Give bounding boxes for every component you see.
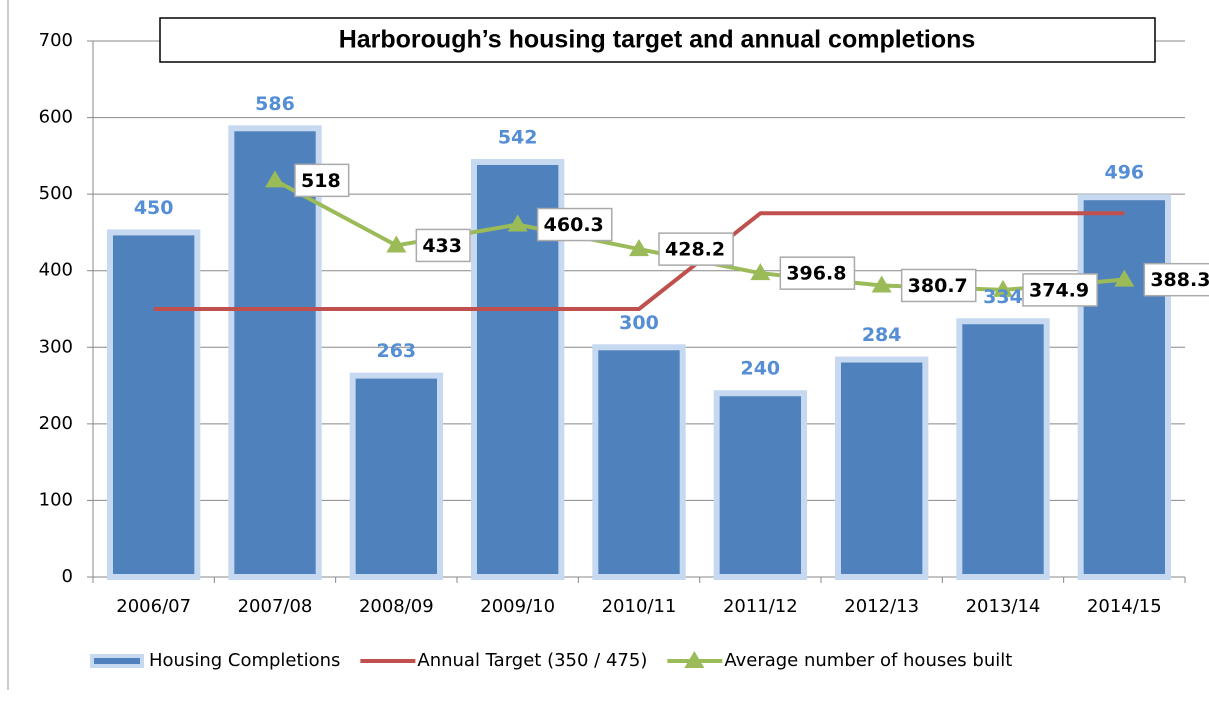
line: [153, 211, 1125, 311]
x-tick-label: 2008/09: [359, 596, 434, 617]
data-label-box: [658, 232, 734, 266]
x-tick-label: 2014/15: [1087, 596, 1162, 617]
data-label-box: [415, 228, 471, 263]
data-label-box: [900, 268, 977, 303]
marker: [1114, 269, 1135, 287]
data-label: 542: [498, 126, 538, 148]
data-label-box: [1022, 273, 1098, 307]
data-label: 380.7: [908, 275, 968, 297]
bar: [106, 229, 201, 581]
data-label: 496: [1104, 162, 1144, 184]
bar: [956, 318, 1050, 580]
plot-area: 0 100 200 300 400 500 600 700 2006/07 2007/08 2008…: [39, 30, 1209, 671]
bar: [1077, 194, 1172, 580]
y-tick-label: 100: [39, 489, 73, 510]
marker: [750, 263, 771, 281]
data-label: 334: [983, 286, 1023, 308]
y-tick-label: 200: [39, 413, 73, 434]
legend-label: Housing Completions: [149, 650, 340, 671]
bar: [592, 344, 686, 580]
y-tick-label: 500: [39, 183, 73, 204]
x-tick-label: 2013/14: [966, 596, 1041, 617]
legend-swatch: [90, 654, 144, 668]
data-label: 263: [376, 340, 416, 362]
data-label-box: [1143, 262, 1209, 297]
marker: [629, 239, 649, 257]
legend-marker: [684, 651, 705, 668]
x-tick-label: 2012/13: [844, 596, 919, 617]
x-tick-label: 2011/12: [723, 596, 798, 617]
bar: [349, 372, 444, 581]
data-label: 518: [301, 170, 341, 192]
y-tick-label: 700: [39, 30, 73, 51]
data-label: 428.2: [665, 239, 725, 261]
title-box: [159, 17, 1156, 63]
data-label: 374.9: [1029, 279, 1089, 301]
legend-label: Annual Target (350 / 475): [417, 650, 647, 671]
y-tick-label: 0: [62, 566, 73, 587]
data-label-box: [536, 207, 613, 242]
data-label: 586: [255, 93, 295, 115]
x-tick-label: 2010/11: [602, 596, 677, 617]
marker: [993, 279, 1013, 297]
marker: [386, 235, 407, 253]
bar: [713, 390, 808, 580]
data-label: 450: [134, 197, 174, 219]
legend-label: Average number of houses built: [724, 650, 1012, 671]
bar: [834, 356, 929, 580]
marker: [507, 214, 528, 232]
y-tick-label: 600: [39, 107, 73, 128]
y-tick-label: 400: [39, 260, 73, 281]
x-tick-label: 2006/07: [116, 596, 191, 617]
data-label: 240: [740, 358, 780, 380]
data-label-box: [294, 163, 350, 198]
data-label: 284: [862, 324, 902, 346]
marker: [265, 170, 285, 188]
chart-title: Harborough’s housing target and annual c…: [339, 26, 976, 54]
x-tick-label: 2009/10: [480, 596, 555, 617]
data-label: 460.3: [544, 214, 604, 236]
y-tick-label: 300: [39, 336, 73, 357]
data-label-box: [779, 256, 856, 290]
bar: [228, 125, 322, 580]
data-label: 388.3: [1150, 269, 1209, 291]
data-label: 300: [619, 312, 659, 334]
x-tick-label: 2007/08: [238, 596, 313, 617]
marker: [871, 275, 892, 293]
data-label: 433: [422, 235, 462, 257]
data-label: 396.8: [786, 263, 846, 285]
